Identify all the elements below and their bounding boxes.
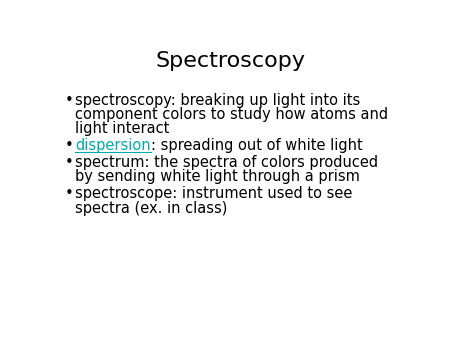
Text: •: • (65, 138, 74, 153)
Text: : spreading out of white light: : spreading out of white light (151, 138, 363, 153)
Text: spectroscope: instrument used to see: spectroscope: instrument used to see (76, 186, 353, 201)
Text: component colors to study how atoms and: component colors to study how atoms and (76, 107, 388, 122)
Text: •: • (65, 186, 74, 201)
Text: Spectroscopy: Spectroscopy (156, 51, 306, 71)
Text: spectroscopy: breaking up light into its: spectroscopy: breaking up light into its (76, 93, 361, 107)
Text: •: • (65, 155, 74, 170)
Text: •: • (65, 93, 74, 107)
Text: dispersion: dispersion (76, 138, 151, 153)
Text: by sending white light through a prism: by sending white light through a prism (76, 169, 360, 185)
Text: light interact: light interact (76, 121, 170, 136)
Text: spectra (ex. in class): spectra (ex. in class) (76, 201, 228, 216)
Text: spectrum: the spectra of colors produced: spectrum: the spectra of colors produced (76, 155, 378, 170)
